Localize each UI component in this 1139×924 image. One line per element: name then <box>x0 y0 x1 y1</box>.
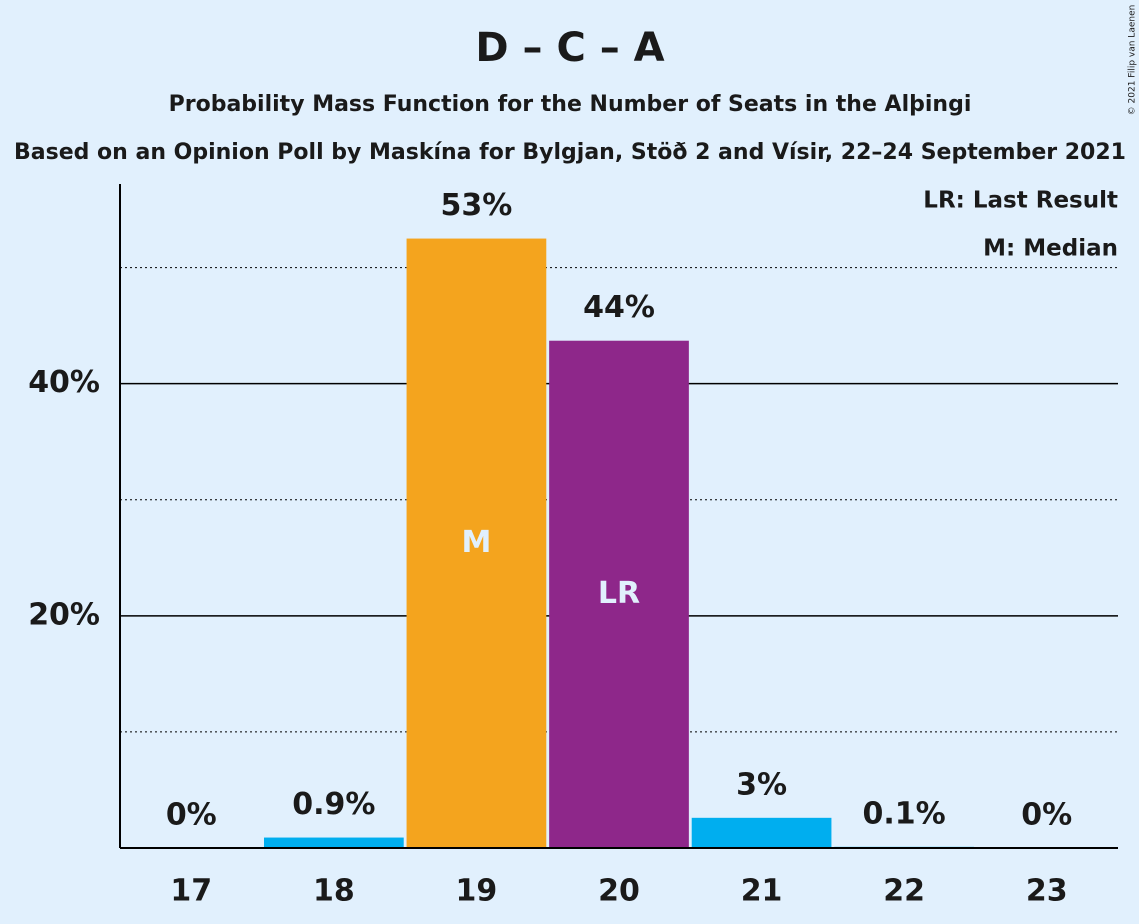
value-label: 0.9% <box>292 787 375 822</box>
value-label: 3% <box>736 767 787 802</box>
x-tick-label: 19 <box>456 874 498 909</box>
x-tick-label: 17 <box>170 874 212 909</box>
bar <box>691 817 832 848</box>
bar-annotation: M <box>461 525 491 560</box>
source: Based on an Opinion Poll by Maskína for … <box>14 140 1126 165</box>
x-tick-label: 20 <box>598 874 640 909</box>
x-tick-label: 23 <box>1026 874 1068 909</box>
subtitle: Probability Mass Function for the Number… <box>169 92 972 117</box>
value-label: 53% <box>441 188 513 223</box>
bar <box>549 340 689 848</box>
bar <box>406 238 547 848</box>
value-label: 44% <box>583 290 655 325</box>
y-tick-label: 20% <box>28 597 100 632</box>
x-tick-label: 21 <box>741 874 783 909</box>
bar <box>263 837 404 848</box>
value-label: 0% <box>1021 798 1072 833</box>
legend-note: LR: Last Result <box>923 188 1118 214</box>
value-label: 0.1% <box>863 796 946 831</box>
value-label: 0% <box>166 798 217 833</box>
x-tick-label: 22 <box>883 874 925 909</box>
x-tick-label: 18 <box>313 874 355 909</box>
bar-annotation: LR <box>598 576 640 611</box>
y-tick-label: 40% <box>28 365 100 400</box>
legend-note: M: Median <box>983 236 1118 262</box>
chart-title: D – C – A <box>475 25 664 71</box>
copyright: © 2021 Filip van Laenen <box>1128 5 1138 116</box>
